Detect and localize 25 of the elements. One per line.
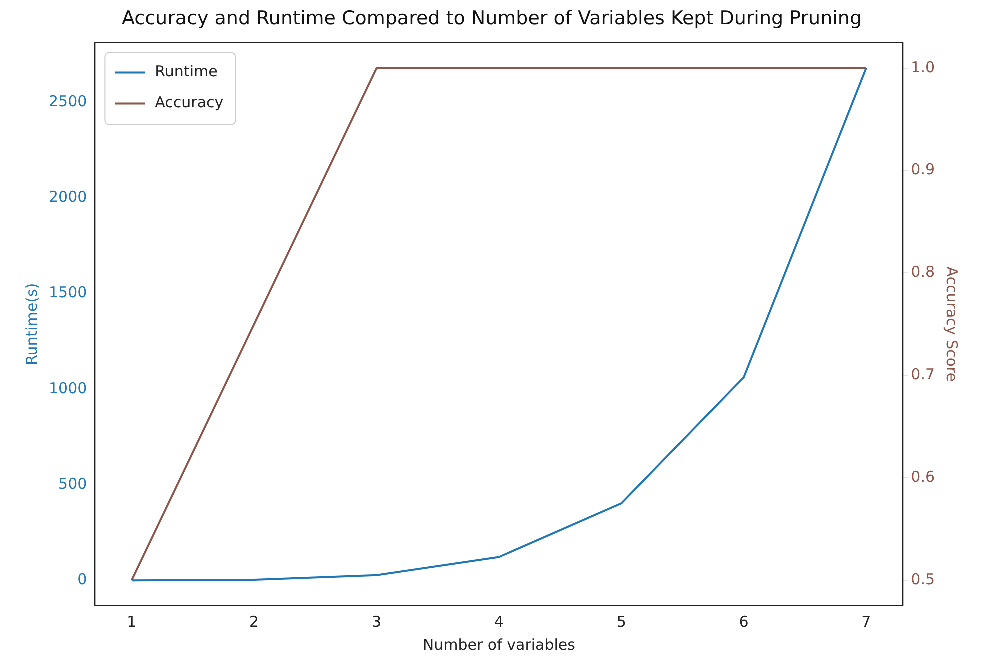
y2-tick-label: 0.5 xyxy=(911,570,936,588)
y2-tick-label: 0.9 xyxy=(911,160,936,179)
x-tick-label: 2 xyxy=(250,612,260,631)
x-tick-label: 4 xyxy=(494,612,504,631)
x-tick-label: 3 xyxy=(372,612,382,631)
y-tick-label: 2000 xyxy=(48,188,88,206)
y2-tick-label: 0.7 xyxy=(911,365,936,384)
legend-label: Accuracy xyxy=(155,94,224,112)
legend-label: Runtime xyxy=(155,62,218,81)
y-tick-label: 2500 xyxy=(48,92,88,111)
y-tick-label: 500 xyxy=(58,474,88,493)
y-tick-label: 0 xyxy=(78,570,88,588)
y2-axis-title: Accuracy Score xyxy=(943,266,962,382)
x-axis-title: Number of variables xyxy=(422,636,576,654)
y-tick-label: 1500 xyxy=(48,284,88,302)
x-tick-label: 6 xyxy=(739,612,749,631)
y-axis-title: Runtime(s) xyxy=(22,283,41,366)
chart-title: Accuracy and Runtime Compared to Number of Variables Kept During Pruning xyxy=(122,7,862,30)
x-tick-label: 5 xyxy=(616,612,626,631)
x-tick-label: 7 xyxy=(862,612,872,631)
x-tick-label: 1 xyxy=(127,612,137,631)
y-tick-label: 1000 xyxy=(48,379,88,398)
y2-tick-label: 1.0 xyxy=(911,58,936,76)
y2-tick-label: 0.8 xyxy=(911,263,936,282)
y2-tick-label: 0.6 xyxy=(911,468,936,486)
